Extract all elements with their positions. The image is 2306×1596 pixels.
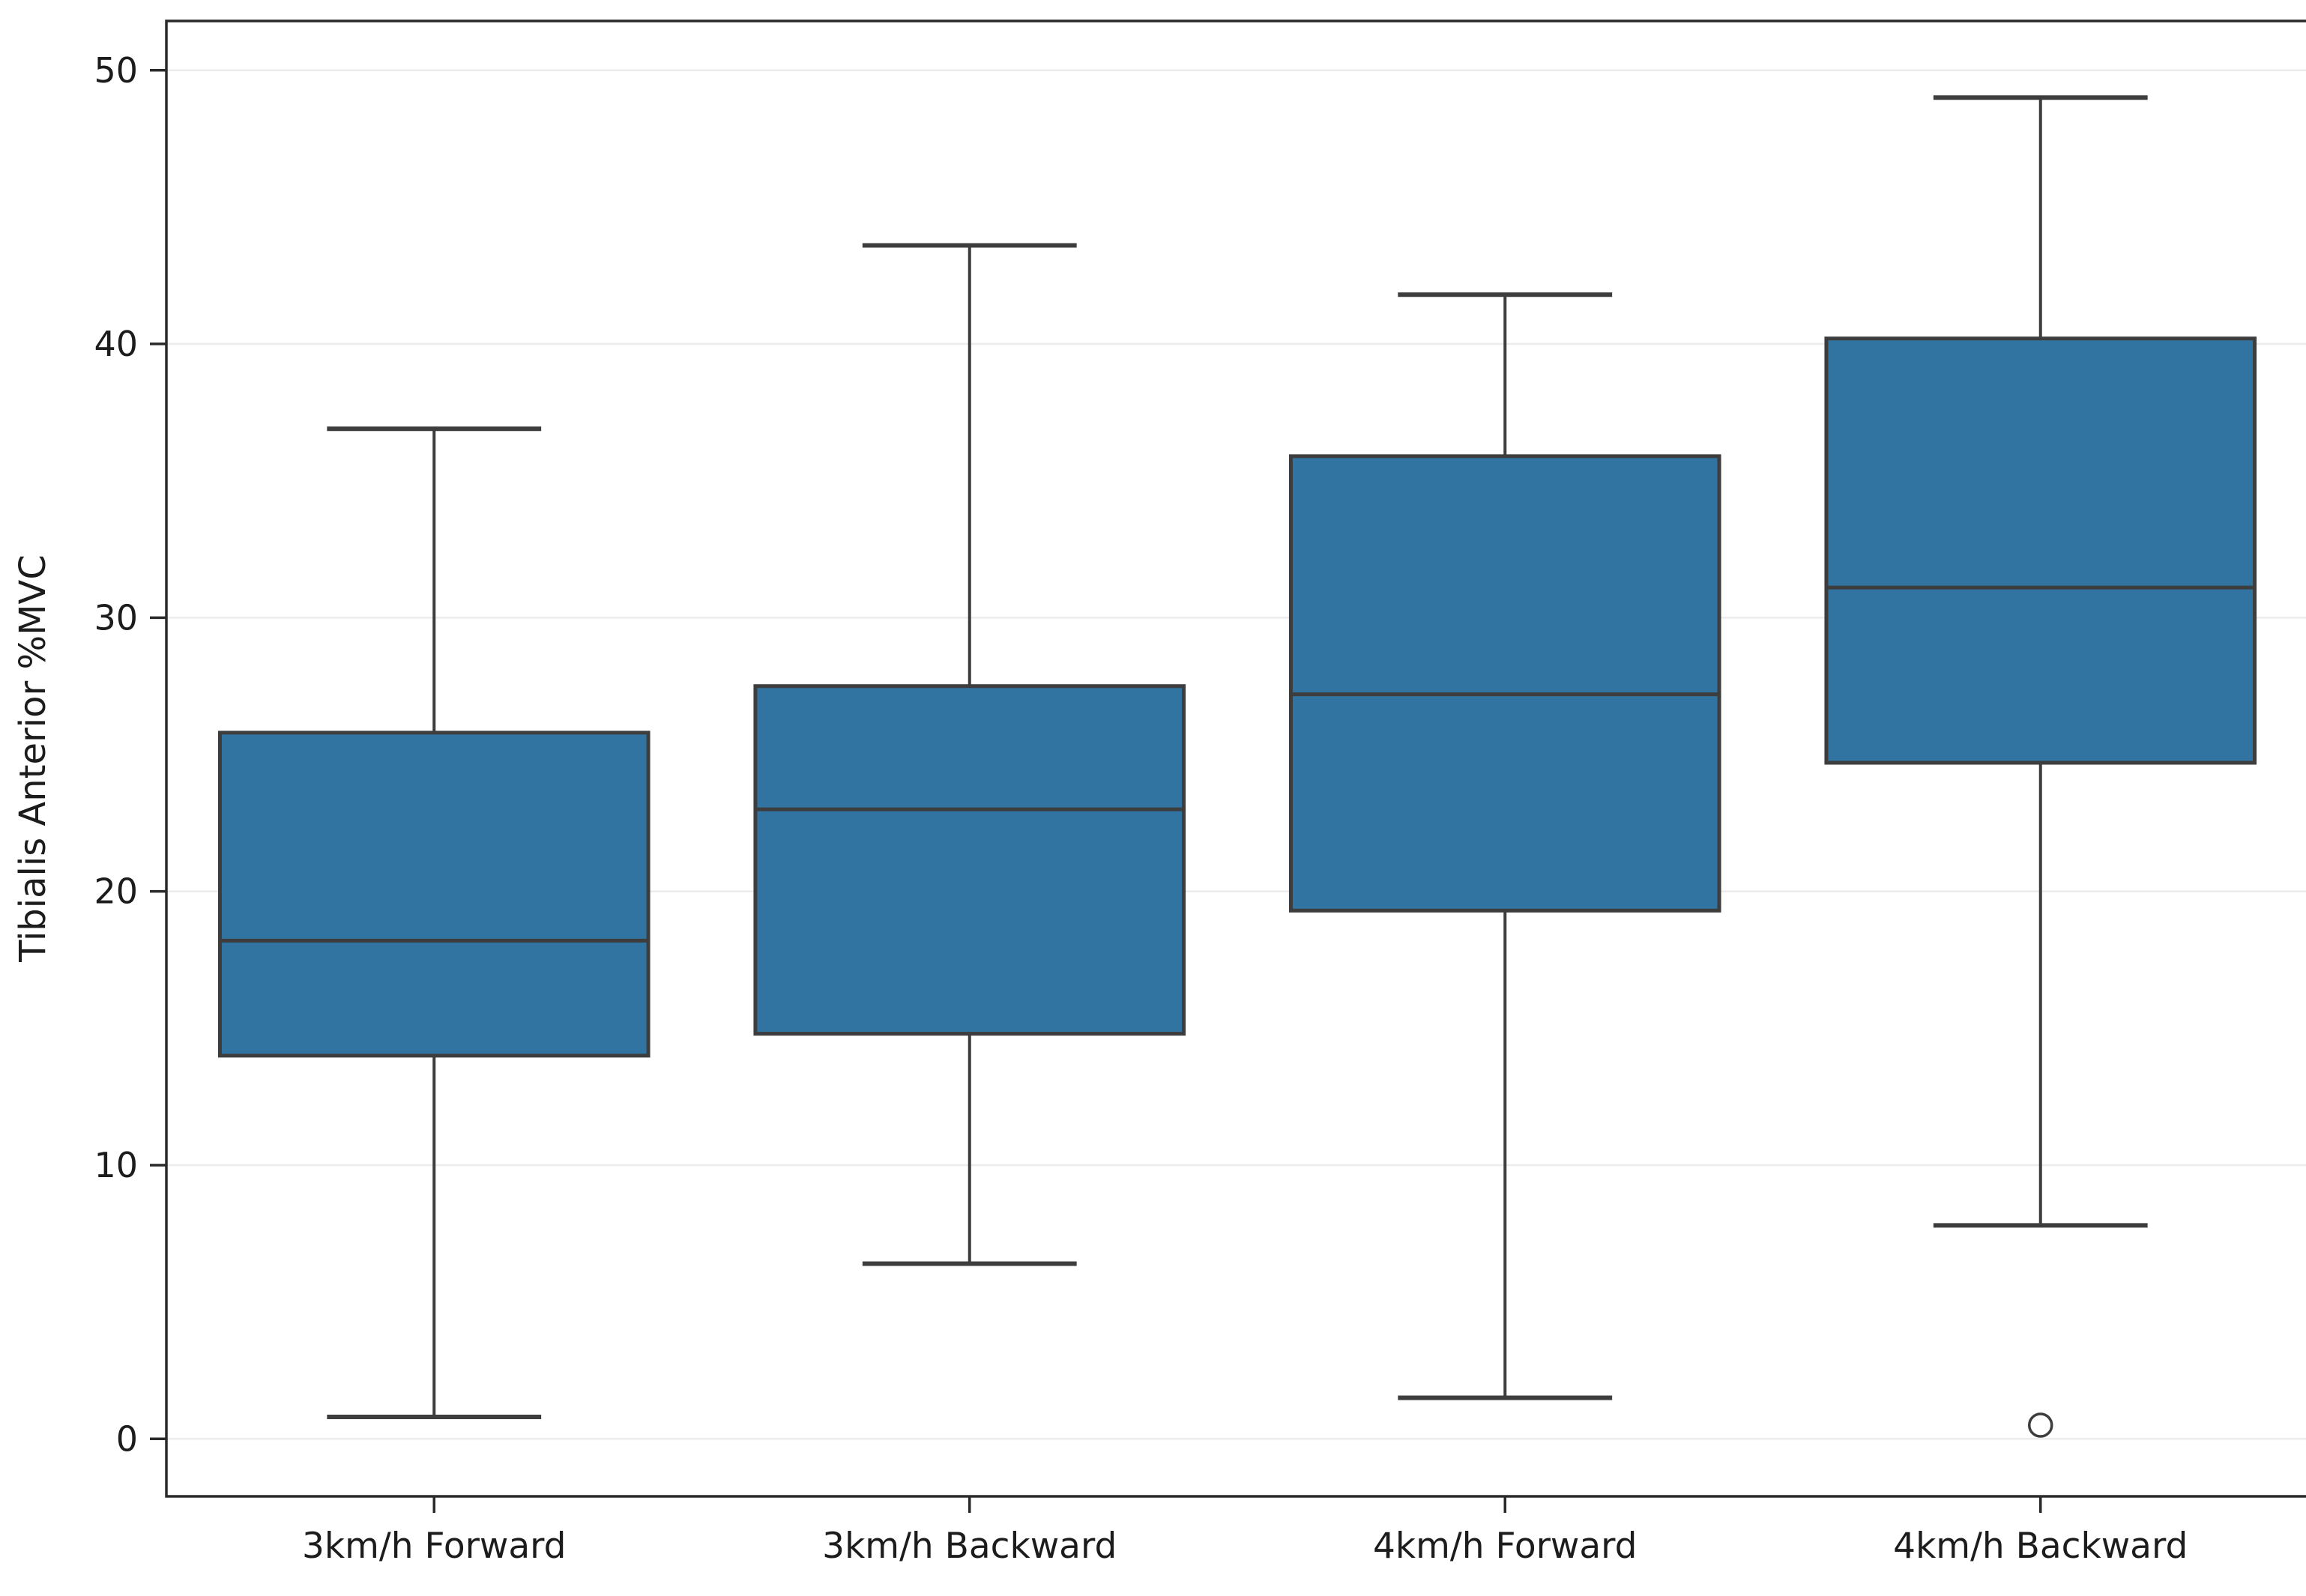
x-tick-label: 3km/h Forward [302,1526,566,1567]
axes-spines [165,19,2306,1498]
y-tick-label: 50 [94,50,138,91]
y-tick-label: 20 [94,871,138,912]
outlier-point [2028,1412,2053,1438]
iqr-box [217,731,651,1058]
y-axis-title: Tibialis Anterior %MVC [12,554,54,962]
y-tick-label: 10 [94,1145,138,1185]
x-tick-label: 4km/h Forward [1373,1526,1637,1567]
x-tick-label: 3km/h Backward [822,1526,1117,1567]
y-tick-label: 40 [94,324,138,364]
iqr-box [753,684,1186,1036]
y-tick-label: 0 [116,1418,138,1459]
iqr-box [1824,336,2257,765]
iqr-box [1288,454,1721,913]
x-tick-label: 4km/h Backward [1893,1526,2188,1567]
y-tick-label: 30 [94,597,138,638]
